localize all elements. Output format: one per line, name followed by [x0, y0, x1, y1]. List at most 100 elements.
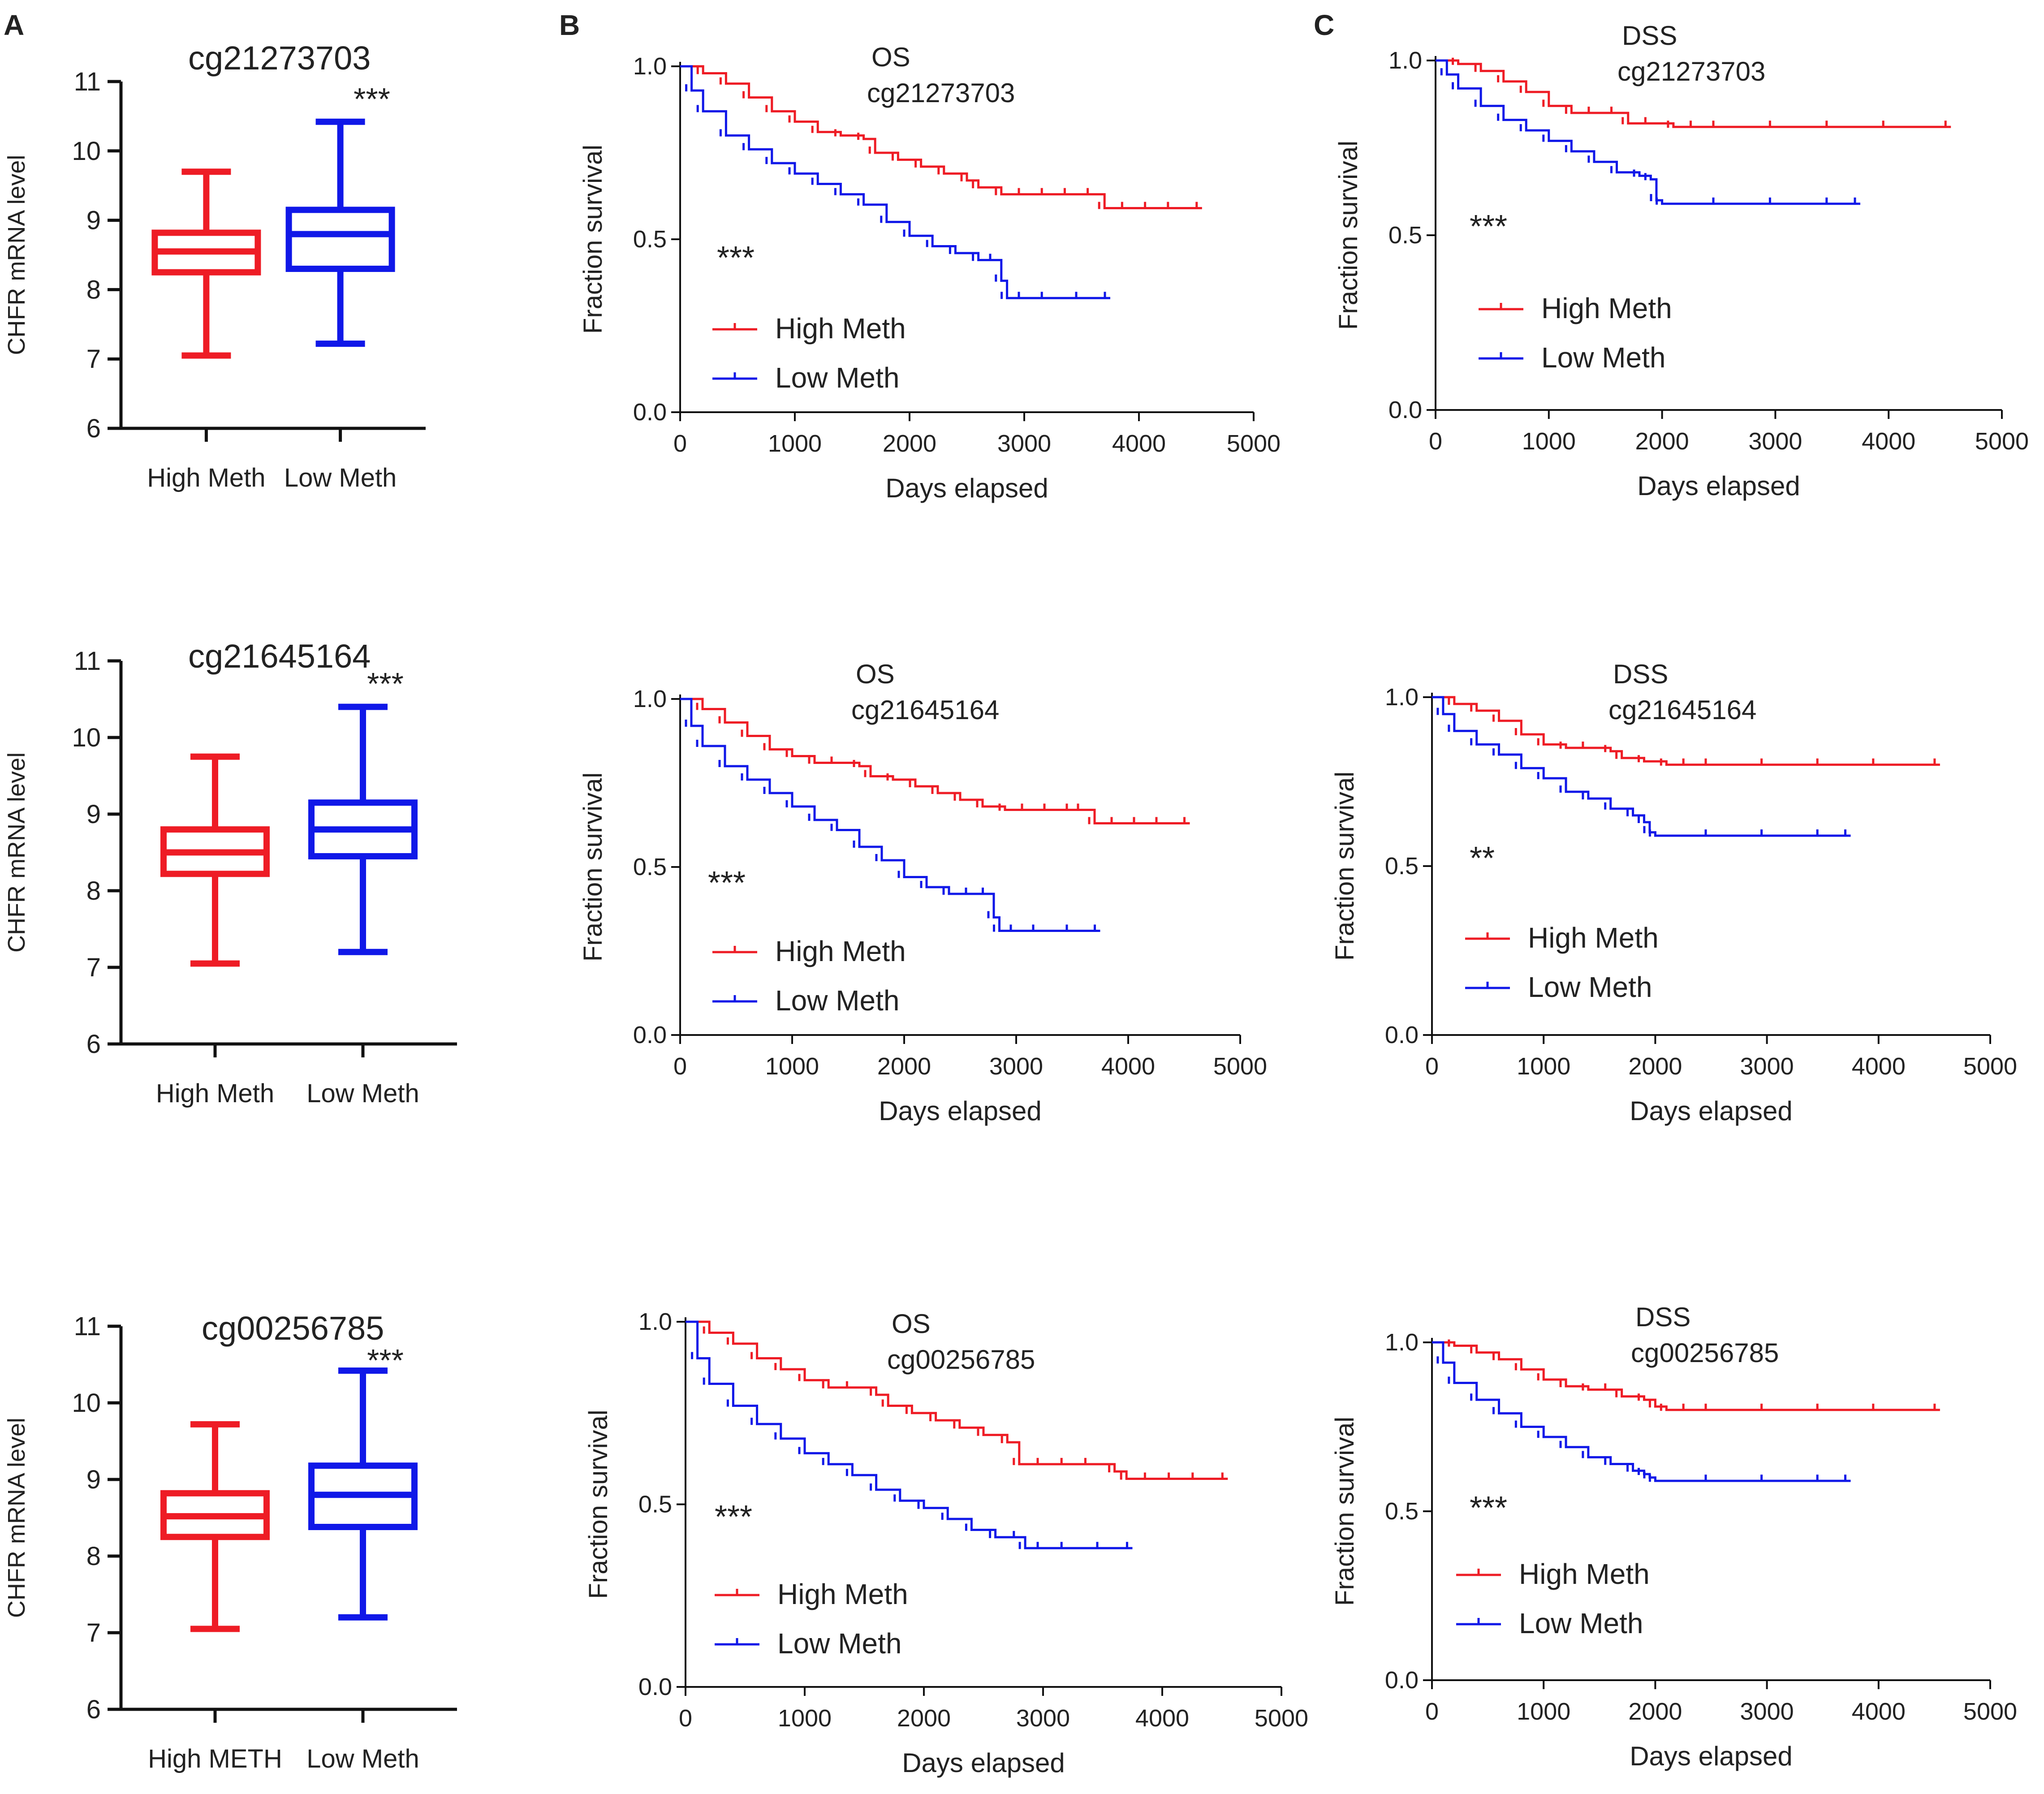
x-tick-label: 4000	[1852, 1053, 1906, 1080]
significance-label: ***	[1470, 1490, 1507, 1526]
probe-label: cg21645164	[851, 695, 999, 725]
endpoint-label: OS	[856, 659, 895, 689]
x-tick-label: 3000	[1740, 1053, 1794, 1080]
y-tick-label: 11	[74, 1312, 101, 1341]
x-tick-label: 5000	[1963, 1053, 2017, 1080]
chart-c-6: 0.0 0.5 1.0 0 1000 2000 3000 4000 5000 Days elaps…	[1334, 21, 2029, 501]
y-axis-label: Fraction survival	[1334, 141, 1363, 330]
endpoint-label: DSS	[1622, 21, 1677, 51]
x-tick-label: 5000	[1227, 430, 1281, 457]
x-tick-label: 5000	[1975, 428, 2029, 455]
x-tick-label: 2000	[1628, 1698, 1682, 1725]
y-axis-label: CHFR mRNA level	[3, 752, 30, 953]
y-tick-label: 1.0	[1385, 1329, 1419, 1356]
series-line-low-meth	[1432, 1341, 1851, 1482]
y-tick-label: 0.0	[1389, 397, 1422, 423]
x-tick-label: 2000	[1635, 428, 1689, 455]
chart-c-8: 0.0 0.5 1.0 0 1000 2000 3000 4000 5000 Days elaps…	[1330, 1302, 2017, 1771]
x-tick-label: 0	[1429, 428, 1442, 455]
legend-label: Low Meth	[775, 362, 899, 394]
x-tick-label: 2000	[877, 1053, 931, 1080]
significance-label: ***	[367, 666, 404, 701]
y-axis-label: Fraction survival	[578, 145, 608, 334]
x-tick-label: Low Meth	[306, 1079, 419, 1108]
y-axis-label: Fraction survival	[1330, 1417, 1359, 1606]
x-axis-label: Days elapsed	[879, 1096, 1042, 1126]
y-tick-label: 6	[86, 1695, 101, 1724]
legend-label: High Meth	[1519, 1558, 1650, 1590]
y-tick-label: 6	[86, 1030, 101, 1059]
y-tick-label: 8	[86, 876, 101, 906]
significance-label: ***	[715, 1499, 752, 1535]
x-tick-label: 0	[679, 1705, 692, 1732]
x-tick-label: 3000	[1016, 1705, 1070, 1732]
x-tick-label: Low Meth	[284, 463, 397, 492]
x-tick-label: High Meth	[156, 1079, 274, 1108]
endpoint-label: DSS	[1613, 659, 1668, 689]
significance-label: ***	[1470, 209, 1507, 245]
y-tick-label: 0.0	[1385, 1667, 1419, 1694]
chart-title: cg21273703	[188, 39, 371, 77]
endpoint-label: OS	[892, 1309, 931, 1339]
y-tick-label: 8	[86, 1542, 101, 1571]
y-tick-label: 7	[86, 953, 101, 982]
legend-label: High Meth	[775, 312, 906, 345]
y-tick-label: 9	[86, 206, 101, 235]
series-line-high-meth	[686, 1320, 1228, 1480]
series-line-low-meth	[680, 65, 1110, 299]
y-tick-label: 0.5	[1385, 1498, 1419, 1525]
chart-title: cg00256785	[202, 1310, 384, 1347]
legend-label: High Meth	[1528, 922, 1659, 954]
chart-a-2: 6 7 8 9 10 11 cg00256785 CHFR mRNA level High ME…	[3, 1310, 457, 1773]
x-tick-label: 0	[1425, 1053, 1439, 1080]
chart-b-3: 0.0 0.5 1.0 0 1000 2000 3000 4000 5000 Days elaps…	[578, 42, 1281, 503]
x-axis-label: Days elapsed	[1630, 1741, 1793, 1771]
y-tick-label: 10	[72, 1389, 101, 1418]
series-line-high-meth	[1432, 696, 1940, 766]
x-tick-label: 1000	[768, 430, 822, 457]
y-tick-label: 10	[72, 723, 101, 752]
x-axis-label: Days elapsed	[1637, 471, 1800, 501]
x-tick-label: 3000	[989, 1053, 1043, 1080]
y-tick-label: 0.5	[633, 854, 667, 880]
probe-label: cg21645164	[1608, 695, 1756, 725]
x-axis-label: Days elapsed	[1630, 1096, 1793, 1126]
probe-label: cg21273703	[867, 78, 1015, 108]
panel-label-b: B	[559, 9, 580, 41]
y-tick-label: 0.5	[638, 1491, 672, 1518]
x-tick-label: Low Meth	[306, 1744, 419, 1773]
charts-layer: 6 7 8 9 10 11 cg21273703 CHFR mRNA level High Me…	[3, 21, 2029, 1778]
x-tick-label: 4000	[1135, 1705, 1189, 1732]
series-line-high-meth	[1436, 59, 1951, 128]
y-tick-label: 1.0	[1385, 684, 1419, 711]
x-tick-label: 0	[673, 430, 687, 457]
x-tick-label: 5000	[1963, 1698, 2017, 1725]
legend-label: Low Meth	[1519, 1607, 1643, 1639]
chart-a-1: 6 7 8 9 10 11 cg21645164 CHFR mRNA level High Me…	[3, 638, 457, 1108]
significance-label: ***	[717, 240, 755, 276]
x-tick-label: 5000	[1213, 1053, 1267, 1080]
series-line-low-meth	[1436, 59, 1860, 205]
y-tick-label: 0.5	[1389, 222, 1422, 249]
x-tick-label: High METH	[148, 1744, 282, 1773]
legend-label: Low Meth	[775, 984, 899, 1017]
probe-label: cg00256785	[1631, 1338, 1779, 1368]
box-iqr	[285, 207, 395, 272]
y-tick-label: 11	[74, 647, 101, 676]
y-tick-label: 6	[86, 414, 101, 443]
x-tick-label: 3000	[1748, 428, 1802, 455]
y-tick-label: 0.5	[633, 226, 667, 253]
y-axis-label: Fraction survival	[1330, 772, 1359, 961]
y-tick-label: 10	[72, 137, 101, 166]
x-tick-label: 1000	[1522, 428, 1576, 455]
y-axis-label: CHFR mRNA level	[3, 155, 30, 355]
legend-label: Low Meth	[1541, 341, 1665, 374]
x-tick-label: 1000	[778, 1705, 832, 1732]
y-axis-label: Fraction survival	[584, 1410, 613, 1599]
y-tick-label: 0.0	[633, 399, 667, 426]
chart-a-0: 6 7 8 9 10 11 cg21273703 CHFR mRNA level High Me…	[3, 39, 426, 492]
legend-label: High Meth	[775, 935, 906, 967]
y-tick-label: 0.0	[1385, 1022, 1419, 1048]
chart-title: cg21645164	[188, 638, 371, 675]
